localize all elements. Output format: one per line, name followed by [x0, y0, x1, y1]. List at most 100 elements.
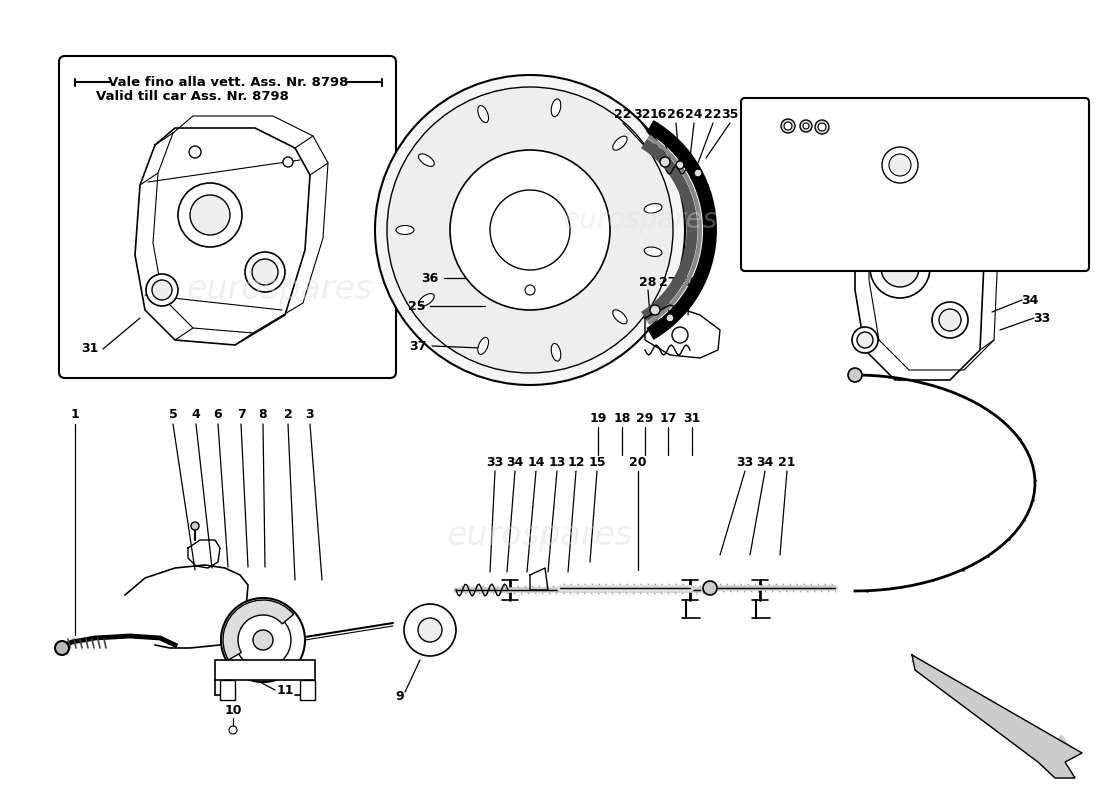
Circle shape: [660, 157, 670, 167]
Circle shape: [784, 122, 792, 130]
Text: 31: 31: [81, 342, 99, 355]
Circle shape: [191, 522, 199, 530]
Ellipse shape: [551, 99, 561, 117]
Circle shape: [881, 249, 918, 287]
Text: 19: 19: [590, 411, 607, 425]
Circle shape: [672, 327, 688, 343]
Text: 4: 4: [191, 409, 200, 422]
Circle shape: [245, 252, 285, 292]
Text: 34: 34: [506, 455, 524, 469]
Circle shape: [781, 119, 795, 133]
Text: 12: 12: [568, 455, 585, 469]
Circle shape: [404, 604, 456, 656]
Circle shape: [178, 183, 242, 247]
Text: 31: 31: [683, 411, 701, 425]
Circle shape: [939, 309, 961, 331]
FancyBboxPatch shape: [741, 98, 1089, 271]
Circle shape: [152, 280, 172, 300]
Text: 32: 32: [634, 109, 651, 122]
Text: 22: 22: [704, 109, 722, 122]
Circle shape: [848, 368, 862, 382]
Circle shape: [253, 630, 273, 650]
Circle shape: [283, 157, 293, 167]
Text: 22: 22: [614, 109, 631, 122]
Text: 24: 24: [685, 109, 703, 122]
Text: eurospares: eurospares: [447, 518, 634, 551]
Text: Nr. 14123: Nr. 14123: [752, 185, 824, 198]
Circle shape: [932, 302, 968, 338]
Ellipse shape: [477, 106, 488, 122]
Circle shape: [189, 146, 201, 158]
Circle shape: [889, 154, 911, 176]
Bar: [214, 660, 315, 680]
Text: Valid till car Ass. Nr. 8798: Valid till car Ass. Nr. 8798: [96, 90, 288, 103]
Circle shape: [221, 598, 305, 682]
Text: 34: 34: [1021, 294, 1038, 306]
Circle shape: [852, 327, 878, 353]
Circle shape: [375, 75, 685, 385]
Text: 33: 33: [736, 455, 754, 469]
Circle shape: [146, 274, 178, 306]
Text: 35: 35: [786, 114, 804, 126]
Text: 36: 36: [421, 271, 439, 285]
Ellipse shape: [645, 247, 662, 257]
Circle shape: [252, 259, 278, 285]
Text: 14: 14: [527, 455, 544, 469]
Circle shape: [235, 612, 292, 668]
Text: eurospares: eurospares: [187, 274, 373, 306]
Circle shape: [229, 726, 236, 734]
Circle shape: [190, 195, 230, 235]
Text: 25: 25: [800, 142, 816, 154]
Text: 21: 21: [779, 455, 795, 469]
Circle shape: [870, 238, 930, 298]
Text: Vale fino alla vett. Ass. Nr. 8798: Vale fino alla vett. Ass. Nr. 8798: [108, 75, 349, 89]
Circle shape: [800, 120, 812, 132]
Ellipse shape: [613, 136, 627, 150]
Circle shape: [694, 169, 702, 177]
Circle shape: [666, 314, 674, 322]
Text: 6: 6: [213, 409, 222, 422]
Circle shape: [387, 87, 673, 373]
Circle shape: [857, 332, 873, 348]
Text: 35: 35: [722, 109, 739, 122]
Text: 15: 15: [588, 455, 606, 469]
Wedge shape: [223, 600, 294, 660]
Text: 10: 10: [224, 703, 242, 717]
Circle shape: [525, 285, 535, 295]
FancyBboxPatch shape: [59, 56, 396, 378]
Text: Vale fino alla vett. Ass.: Vale fino alla vett. Ass.: [752, 166, 925, 178]
Text: 20: 20: [629, 455, 647, 469]
Circle shape: [55, 641, 69, 655]
Circle shape: [815, 120, 829, 134]
Ellipse shape: [613, 310, 627, 324]
Text: 18: 18: [614, 411, 630, 425]
Text: Valid till car Ass. Nr. 14123: Valid till car Ass. Nr. 14123: [752, 203, 954, 217]
Text: 2: 2: [284, 409, 293, 422]
Circle shape: [490, 190, 570, 270]
Text: 9: 9: [396, 690, 405, 703]
Text: 33: 33: [1033, 311, 1050, 325]
Text: 3: 3: [306, 409, 315, 422]
Ellipse shape: [477, 338, 488, 354]
Ellipse shape: [418, 154, 434, 166]
Text: 23: 23: [771, 142, 789, 154]
Text: 8: 8: [258, 409, 267, 422]
Ellipse shape: [418, 294, 434, 306]
Text: 1: 1: [70, 409, 79, 422]
Circle shape: [703, 581, 717, 595]
Circle shape: [450, 150, 610, 310]
Text: 25: 25: [408, 299, 426, 313]
Text: 16: 16: [649, 109, 667, 122]
Text: 7: 7: [236, 409, 245, 422]
Text: eurospares: eurospares: [562, 206, 717, 234]
Text: 13: 13: [548, 455, 565, 469]
Circle shape: [803, 123, 808, 129]
Text: 28: 28: [639, 275, 657, 289]
Circle shape: [650, 305, 660, 315]
Circle shape: [676, 161, 684, 169]
Text: 27: 27: [659, 275, 676, 289]
Bar: [300, 680, 315, 700]
Ellipse shape: [551, 343, 561, 361]
Text: 29: 29: [636, 411, 653, 425]
Text: 17: 17: [659, 411, 676, 425]
